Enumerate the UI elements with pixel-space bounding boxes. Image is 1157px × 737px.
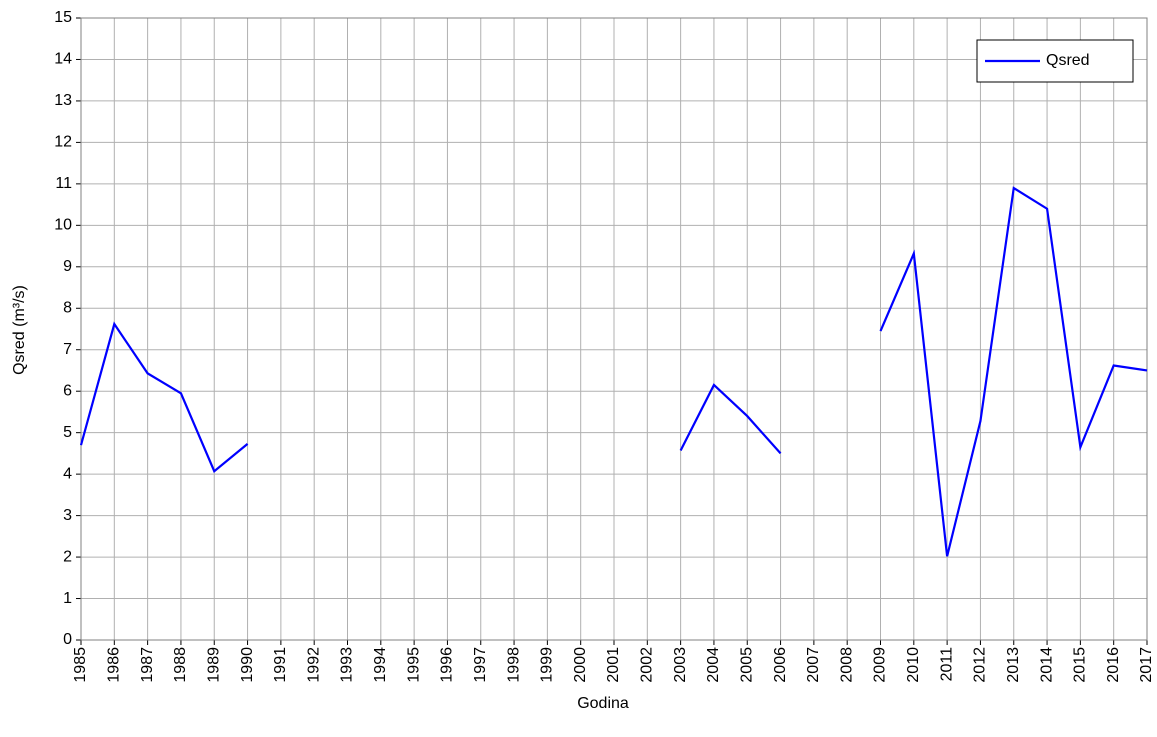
x-tick-label: 1991 xyxy=(272,647,289,683)
x-tick-label: 2014 xyxy=(1038,647,1055,683)
y-tick-label: 8 xyxy=(63,299,72,316)
x-tick-label: 2002 xyxy=(639,647,656,683)
x-tick-label: 2013 xyxy=(1005,647,1022,683)
plot-frame xyxy=(80,17,1148,641)
x-tick-label: 2000 xyxy=(572,647,589,683)
y-tick-label: 11 xyxy=(55,175,72,192)
y-tick-label: 0 xyxy=(63,631,72,648)
x-tick-label: 1986 xyxy=(106,647,123,683)
x-tick-label: 1988 xyxy=(172,647,189,683)
y-tick-label: 1 xyxy=(63,590,72,607)
x-axis-label: Godina xyxy=(577,695,629,712)
x-tick-label: 2001 xyxy=(605,647,622,683)
x-tick-label: 1990 xyxy=(239,647,256,683)
legend-label: Qsred xyxy=(1046,52,1090,69)
y-tick-label: 9 xyxy=(63,258,72,275)
x-tick-label: 2007 xyxy=(805,647,822,683)
x-tick-label: 2009 xyxy=(872,647,889,683)
y-tick-label: 12 xyxy=(54,134,72,151)
x-tick-label: 2015 xyxy=(1072,647,1089,683)
x-tick-label: 2005 xyxy=(738,647,755,683)
y-tick-label: 4 xyxy=(63,465,72,482)
x-tick-label: 2017 xyxy=(1138,647,1155,683)
x-tick-label: 2003 xyxy=(672,647,689,683)
y-tick-label: 3 xyxy=(63,507,72,524)
x-tick-label: 1998 xyxy=(505,647,522,683)
y-tick-label: 5 xyxy=(63,424,72,441)
y-tick-label: 2 xyxy=(63,548,72,565)
x-tick-label: 1989 xyxy=(205,647,222,683)
y-tick-label: 14 xyxy=(54,51,72,68)
x-tick-label: 2011 xyxy=(938,647,955,682)
x-tick-label: 1985 xyxy=(72,647,89,683)
x-tick-label: 1987 xyxy=(139,647,156,683)
x-tick-label: 2006 xyxy=(772,647,789,683)
x-tick-label: 2004 xyxy=(705,647,722,683)
y-axis-label: Qsred (m³/s) xyxy=(11,285,28,375)
y-tick-label: 7 xyxy=(63,341,72,358)
y-tick-label: 15 xyxy=(54,9,72,26)
y-tick-label: 13 xyxy=(54,92,72,109)
x-tick-label: 2010 xyxy=(905,647,922,683)
y-tick-label: 6 xyxy=(63,382,72,399)
x-tick-label: 2012 xyxy=(972,647,989,683)
x-tick-label: 1993 xyxy=(339,647,356,683)
data-line xyxy=(79,186,1148,557)
y-tick-label: 10 xyxy=(54,217,72,234)
x-tick-label: 1992 xyxy=(305,647,322,683)
x-tick-label: 2016 xyxy=(1105,647,1122,683)
x-tick-label: 1999 xyxy=(539,647,556,683)
x-tick-label: 1996 xyxy=(439,647,456,683)
x-tick-label: 2008 xyxy=(838,647,855,683)
x-tick-label: 1995 xyxy=(405,647,422,683)
x-tick-label: 1997 xyxy=(472,647,489,683)
x-tick-label: 1994 xyxy=(372,647,389,683)
